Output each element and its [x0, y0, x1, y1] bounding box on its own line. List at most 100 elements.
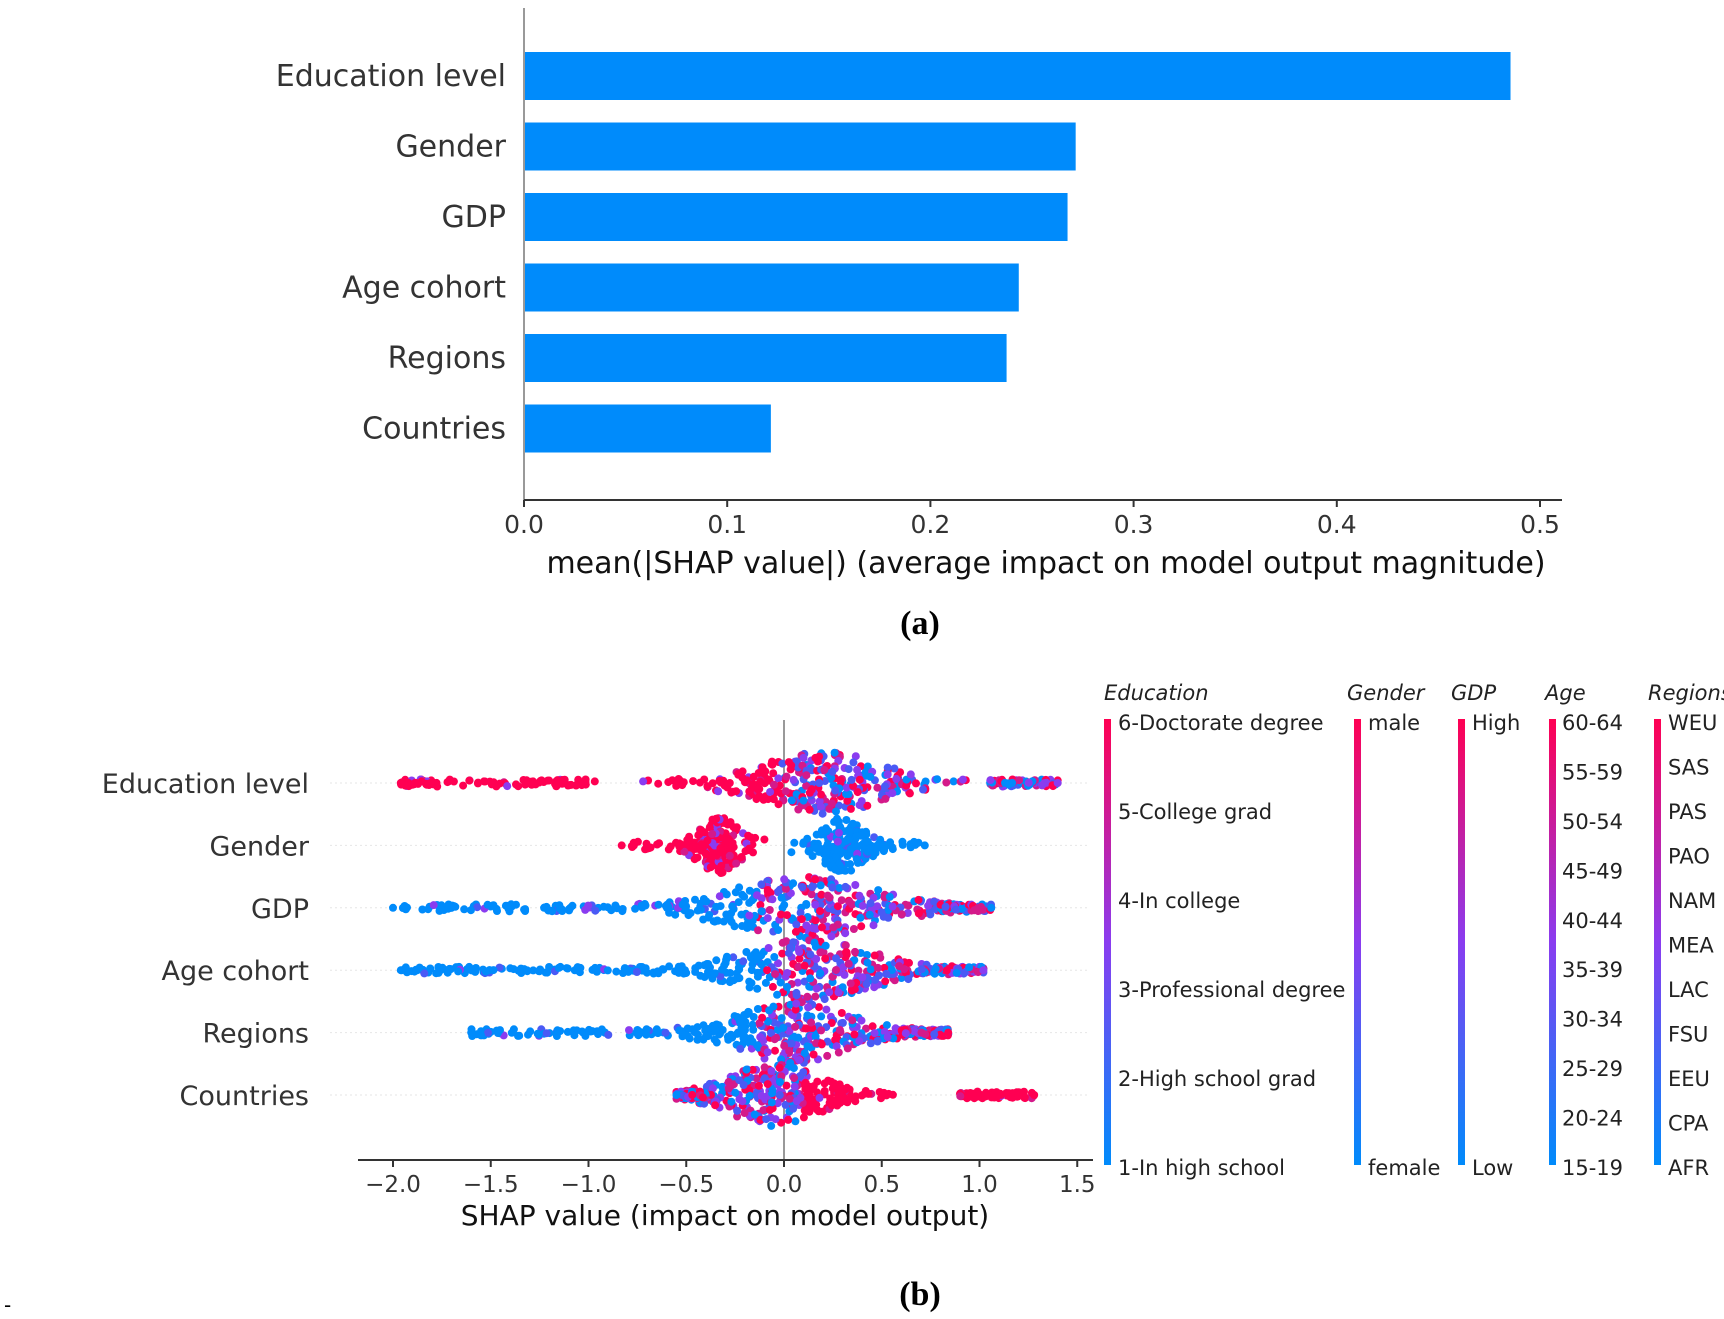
- panel-a-caption: (a): [900, 605, 940, 642]
- beeswarm-dot: [757, 1091, 766, 1100]
- beeswarm-dot: [924, 901, 933, 910]
- beeswarm-dot: [834, 828, 843, 837]
- beeswarm-dot: [780, 1041, 789, 1050]
- beeswarm-dot: [773, 990, 782, 999]
- beeswarm-dot: [852, 832, 861, 841]
- beeswarm-dot: [733, 1112, 742, 1121]
- beeswarm-dot: [445, 964, 454, 973]
- bar-xtick-label: 0.0: [504, 510, 544, 539]
- beeswarm-dot: [855, 775, 864, 784]
- beeswarm-dot: [838, 1018, 847, 1027]
- beeswarm-dot: [534, 1030, 543, 1039]
- beeswarm-dot: [832, 1081, 841, 1090]
- beeswarm-dot: [842, 950, 851, 959]
- beeswarm-dot: [791, 1022, 800, 1031]
- bar-xtick-label: 0.3: [1114, 510, 1154, 539]
- beeswarm-dot: [708, 1084, 717, 1093]
- beeswarm-dot: [591, 906, 600, 915]
- beeswarm-dot: [804, 1003, 813, 1012]
- beeswarm-dot: [906, 770, 915, 779]
- beeswarm-dot: [765, 906, 774, 914]
- beeswarm-dot: [817, 890, 826, 899]
- colorbar-label: PAO: [1668, 845, 1710, 869]
- beeswarm-x-axis-title: SHAP value (impact on model output): [461, 1199, 989, 1232]
- beeswarm-dot: [957, 904, 966, 913]
- beeswarm-dot: [599, 902, 608, 911]
- beeswarm-dot: [418, 905, 427, 914]
- beeswarm-dot: [633, 837, 642, 846]
- beeswarm-dot: [756, 777, 765, 786]
- beeswarm-dot: [832, 954, 840, 963]
- beeswarm-dot: [828, 799, 836, 808]
- beeswarm-dot: [399, 903, 408, 912]
- beeswarm-dot: [852, 855, 861, 864]
- beeswarm-dot: [771, 1046, 779, 1055]
- beeswarm-dot: [725, 851, 734, 860]
- beeswarm-dot: [780, 875, 789, 884]
- beeswarm-dot: [688, 1090, 697, 1099]
- beeswarm-dot: [952, 968, 961, 977]
- beeswarm-xtick-label: 0.0: [766, 1172, 803, 1198]
- beeswarm-dot: [930, 897, 939, 906]
- beeswarm-dot: [776, 1078, 784, 1086]
- beeswarm-dot: [1001, 778, 1009, 787]
- beeswarm-dot: [833, 837, 842, 846]
- beeswarm-dot: [888, 1090, 897, 1099]
- beeswarm-dot: [901, 1029, 910, 1038]
- beeswarm-dot: [784, 1115, 793, 1124]
- beeswarm-dot: [748, 1065, 757, 1074]
- bar-label-age-cohort: Age cohort: [342, 271, 506, 306]
- colorbar-label: female: [1368, 1156, 1440, 1180]
- beeswarm-dot: [866, 965, 875, 974]
- beeswarm-dot: [790, 1082, 799, 1091]
- beeswarm-dot: [987, 903, 996, 912]
- beeswarm-label-education-level: Education level: [102, 769, 309, 800]
- beeswarm-dot: [799, 753, 808, 762]
- beeswarm-dot: [748, 896, 757, 905]
- beeswarm-dot: [904, 975, 913, 984]
- beeswarm-dot: [783, 911, 791, 920]
- colorbar-label: 60-64: [1562, 711, 1623, 735]
- beeswarm-dot: [870, 833, 879, 842]
- beeswarm-dot: [846, 979, 855, 988]
- beeswarm-dot: [821, 954, 830, 963]
- beeswarm-dot: [557, 905, 566, 914]
- beeswarm-dot: [769, 1002, 778, 1011]
- beeswarm-dot: [714, 787, 723, 796]
- beeswarm-dot: [697, 905, 705, 914]
- beeswarm-dot: [835, 846, 844, 854]
- beeswarm-dot: [764, 1017, 772, 1026]
- colorbar-title-regions: Regions: [1648, 681, 1724, 705]
- colorbar-regions: [1654, 719, 1661, 1165]
- beeswarm-dot: [481, 967, 490, 976]
- beeswarm-dot: [811, 900, 820, 909]
- beeswarm-dot: [841, 941, 850, 950]
- colorbar-label: 20-24: [1562, 1107, 1623, 1131]
- beeswarm-dot: [676, 965, 685, 974]
- beeswarm-dot: [855, 801, 864, 810]
- beeswarm-dot: [949, 777, 958, 786]
- bar-xtick-label: 0.5: [1520, 510, 1560, 539]
- beeswarm-dot: [811, 992, 820, 1001]
- beeswarm-dot: [831, 865, 840, 874]
- beeswarm-dot: [793, 978, 802, 987]
- beeswarm-dot: [914, 895, 923, 904]
- bar-xtick-label: 0.4: [1317, 510, 1357, 539]
- beeswarm-dot: [769, 794, 778, 803]
- beeswarm-dot: [564, 781, 572, 790]
- beeswarm-dot: [807, 890, 816, 899]
- beeswarm-dot: [681, 905, 690, 914]
- bar-label-regions: Regions: [388, 341, 506, 376]
- beeswarm-dot: [897, 974, 906, 982]
- beeswarm-dot: [789, 1064, 798, 1073]
- beeswarm-dot: [827, 1019, 836, 1027]
- beeswarm-dot: [820, 766, 829, 774]
- beeswarm-dot: [875, 1088, 884, 1096]
- beeswarm-dot: [445, 777, 454, 786]
- beeswarm-dot: [584, 901, 593, 910]
- beeswarm-dot: [693, 1035, 702, 1044]
- colorbar-title-gender: Gender: [1347, 681, 1426, 705]
- beeswarm-dot: [718, 868, 727, 877]
- beeswarm-dot: [738, 1097, 747, 1106]
- beeswarm-dot: [883, 770, 892, 779]
